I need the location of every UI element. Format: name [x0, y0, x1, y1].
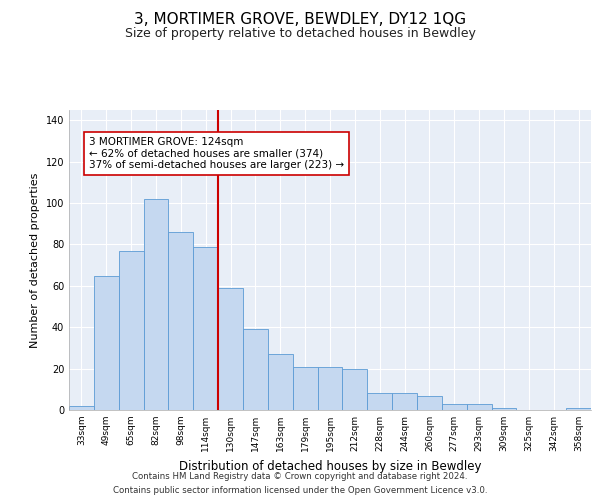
Bar: [119, 250, 143, 410]
Bar: [94, 276, 119, 410]
Bar: [442, 404, 467, 410]
Bar: [69, 406, 94, 410]
Bar: [367, 394, 392, 410]
Bar: [566, 408, 591, 410]
Bar: [317, 366, 343, 410]
Bar: [268, 354, 293, 410]
Text: 3 MORTIMER GROVE: 124sqm
← 62% of detached houses are smaller (374)
37% of semi-: 3 MORTIMER GROVE: 124sqm ← 62% of detach…: [89, 137, 344, 170]
Bar: [343, 368, 367, 410]
Text: Contains HM Land Registry data © Crown copyright and database right 2024.: Contains HM Land Registry data © Crown c…: [132, 472, 468, 481]
Bar: [491, 408, 517, 410]
Bar: [467, 404, 491, 410]
Bar: [143, 199, 169, 410]
Text: Contains public sector information licensed under the Open Government Licence v3: Contains public sector information licen…: [113, 486, 487, 495]
Bar: [169, 232, 193, 410]
Bar: [417, 396, 442, 410]
Bar: [218, 288, 243, 410]
Text: Size of property relative to detached houses in Bewdley: Size of property relative to detached ho…: [125, 28, 475, 40]
Bar: [293, 366, 317, 410]
Text: 3, MORTIMER GROVE, BEWDLEY, DY12 1QG: 3, MORTIMER GROVE, BEWDLEY, DY12 1QG: [134, 12, 466, 28]
Bar: [392, 394, 417, 410]
Bar: [193, 246, 218, 410]
Y-axis label: Number of detached properties: Number of detached properties: [30, 172, 40, 348]
X-axis label: Distribution of detached houses by size in Bewdley: Distribution of detached houses by size …: [179, 460, 481, 472]
Bar: [243, 330, 268, 410]
